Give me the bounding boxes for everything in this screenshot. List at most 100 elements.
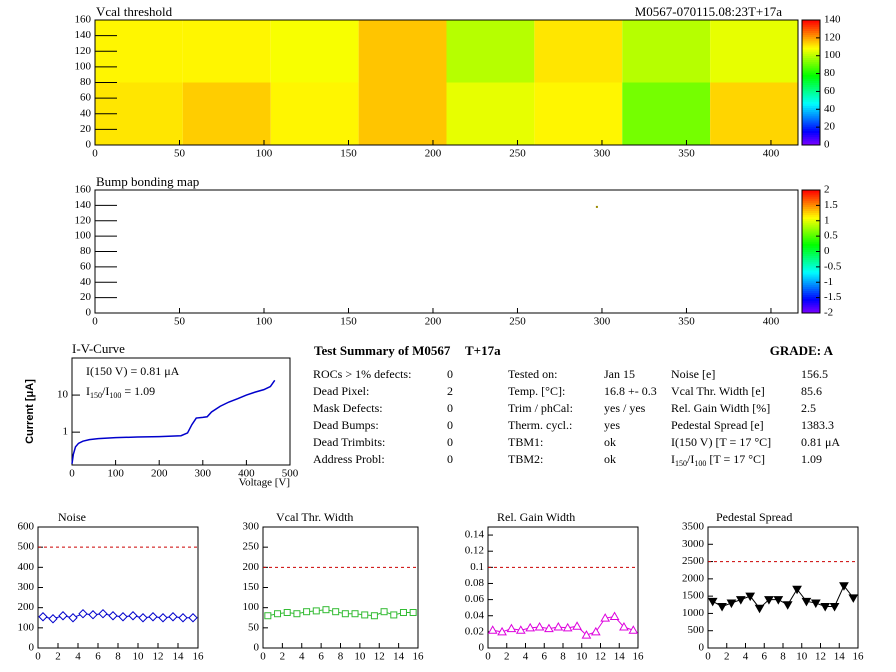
x-tick-label: 10 — [796, 651, 808, 663]
colorbar-slice — [802, 220, 820, 224]
colorbar-slice — [802, 115, 820, 119]
marker — [754, 604, 765, 614]
colorbar-slice — [802, 26, 820, 29]
x-tick-label: 8 — [780, 651, 786, 663]
colorbar-slice — [802, 226, 820, 230]
colorbar-slice — [802, 92, 820, 96]
colorbar-slice — [802, 30, 820, 33]
marker — [283, 609, 291, 617]
x-tick-label: 150 — [340, 316, 357, 328]
colorbar-slice — [802, 282, 820, 285]
colorbar-slice — [802, 210, 820, 214]
colorbar-slice — [802, 53, 820, 56]
x-tick-label: 10 — [133, 651, 145, 663]
heatmap-cell — [622, 20, 711, 83]
colorbar-slice — [802, 142, 820, 146]
colorbar-slice — [802, 300, 820, 304]
x-tick-label: 100 — [256, 148, 273, 160]
colorbar-slice — [802, 286, 820, 289]
marker — [773, 596, 784, 605]
colorbar-slice — [802, 206, 820, 209]
colorbar-slice — [802, 34, 820, 38]
marker — [544, 623, 554, 633]
x-tick-label: 8 — [338, 651, 344, 663]
x-tick-label: 2 — [280, 651, 286, 663]
x-tick-label: 250 — [509, 316, 526, 328]
colorbar-slice — [802, 265, 820, 269]
annotation-part: /I — [102, 384, 109, 398]
x-tick-label: 6 — [95, 651, 101, 663]
x-tick-label: 4 — [75, 651, 81, 663]
marker — [628, 625, 639, 634]
y-tick-label: 0.08 — [465, 577, 485, 589]
colorbar-slice — [802, 99, 820, 102]
marker — [409, 609, 417, 617]
chart-title: Vcal Thr. Width — [276, 510, 353, 524]
marker — [801, 597, 812, 607]
x-tick-label: 16 — [853, 651, 865, 663]
marker — [78, 609, 88, 619]
colorbar-slice — [802, 259, 820, 263]
colorbar-slice — [802, 302, 820, 306]
marker — [38, 612, 48, 622]
colorbar-slice — [802, 24, 820, 27]
summary-value: 0 — [447, 418, 453, 432]
y-tick-label: 250 — [243, 541, 260, 553]
x-tick-label: 16 — [633, 651, 645, 663]
marker — [390, 611, 398, 619]
colorbar-slice — [802, 134, 820, 138]
colorbar-tick-label: 120 — [824, 31, 841, 43]
heatmap-cell — [622, 82, 711, 145]
colorbar-slice — [802, 190, 820, 193]
colorbar-slice — [802, 124, 820, 127]
colorbar-slice — [802, 269, 820, 273]
heatmap-cell — [358, 20, 447, 83]
summary-label-part: /I — [687, 452, 694, 466]
colorbar-slice — [802, 243, 820, 246]
colorbar-tick-label: 1 — [824, 214, 830, 226]
marker — [98, 609, 108, 619]
y-tick-label: 1 — [63, 426, 69, 438]
y-tick-label: 0 — [699, 642, 705, 654]
colorbar-tick-label: 40 — [824, 103, 836, 115]
colorbar-slice — [802, 235, 820, 238]
chart-title: Pedestal Spread — [716, 510, 792, 524]
colorbar-slice — [802, 63, 820, 67]
marker — [562, 622, 573, 632]
summary-label-part: I — [671, 452, 675, 466]
x-tick-label: 250 — [509, 148, 526, 160]
y-tick-label: 300 — [243, 521, 260, 533]
colorbar-slice — [802, 218, 820, 222]
y-tick-label: 40 — [80, 276, 92, 288]
x-tick-label: 6 — [318, 651, 324, 663]
colorbar-slice — [802, 255, 820, 259]
y-axis-label: Current [μA] — [24, 379, 36, 444]
colorbar-slice — [802, 200, 820, 203]
marker — [497, 626, 507, 636]
x-tick-label: 0 — [705, 651, 711, 663]
marker — [48, 614, 58, 624]
y-tick-label: 0 — [254, 642, 260, 654]
summary-label: Dead Pixel: — [313, 384, 369, 398]
summary-label: I150/I100 [T = 17 °C] — [671, 452, 765, 469]
colorbar-slice — [802, 76, 820, 79]
colorbar-slice — [802, 61, 820, 65]
x-tick-label: 200 — [151, 468, 168, 480]
marker — [487, 625, 498, 634]
y-tick-label: 120 — [75, 214, 92, 226]
colorbar-slice — [802, 90, 820, 94]
summary-label: Trim / phCal: — [508, 401, 573, 415]
colorbar-slice — [802, 239, 820, 242]
y-tick-label: 0.02 — [465, 625, 484, 637]
x-tick-label: 4 — [523, 651, 529, 663]
colorbar-slice — [802, 138, 820, 142]
marker — [178, 613, 188, 623]
colorbar-slice — [802, 82, 820, 86]
summary-value: 0 — [447, 435, 453, 449]
y-tick-label: 0 — [479, 642, 485, 654]
y-tick-label: 300 — [18, 581, 35, 593]
colorbar-slice — [802, 101, 820, 104]
colorbar-tick-label: 2 — [824, 184, 830, 196]
y-tick-label: 1500 — [682, 590, 705, 602]
x-tick-label: 50 — [174, 148, 186, 160]
